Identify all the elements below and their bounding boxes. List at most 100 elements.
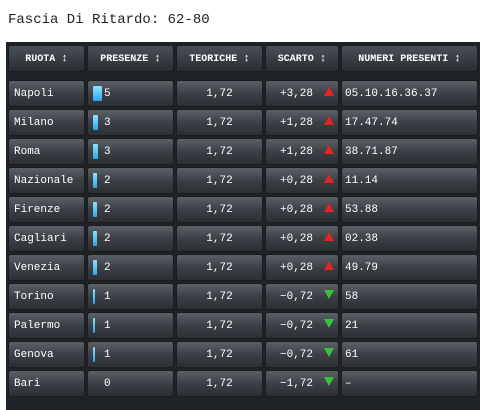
presenze-value: 5 <box>104 88 111 100</box>
header-scarto[interactable]: SCARTO ↕ <box>265 45 339 72</box>
scarto-value: +0,28 <box>280 175 314 187</box>
table-row: Palermo 1 1,72 −0,72 21 <box>6 312 480 340</box>
trend-up-icon <box>324 261 334 270</box>
cell-numeri: 17.47.74 <box>341 109 478 136</box>
cell-teoriche: 1,72 <box>176 254 263 281</box>
cell-numeri: 49.79 <box>341 254 478 281</box>
cell-ruota: Venezia <box>8 254 85 281</box>
trend-up-icon <box>324 174 334 183</box>
presenze-value: 2 <box>104 262 111 274</box>
presenze-value: 3 <box>104 117 111 129</box>
scarto-value: −0,72 <box>280 349 314 361</box>
cell-ruota: Nazionale <box>8 167 85 194</box>
presenze-bar <box>93 86 102 101</box>
trend-down-icon <box>324 319 334 328</box>
cell-presenze: 2 <box>87 167 174 194</box>
table-row: Cagliari 2 1,72 +0,28 02.38 <box>6 225 480 253</box>
cell-presenze: 2 <box>87 196 174 223</box>
cell-teoriche: 1,72 <box>176 312 263 339</box>
cell-presenze: 3 <box>87 109 174 136</box>
cell-scarto: +0,28 <box>265 225 339 252</box>
cell-teoriche: 1,72 <box>176 370 263 397</box>
cell-teoriche: 1,72 <box>176 138 263 165</box>
cell-teoriche: 1,72 <box>176 196 263 223</box>
trend-down-icon <box>324 290 334 299</box>
presenze-value: 2 <box>104 233 111 245</box>
cell-scarto: +0,28 <box>265 254 339 281</box>
table-row: Torino 1 1,72 −0,72 58 <box>6 283 480 311</box>
table-row: Bari 0 1,72 −1,72 – <box>6 370 480 398</box>
cell-scarto: −0,72 <box>265 341 339 368</box>
scarto-value: −0,72 <box>280 320 314 332</box>
presenze-bar <box>93 376 102 391</box>
cell-numeri: 58 <box>341 283 478 310</box>
scarto-value: −0,72 <box>280 291 314 303</box>
cell-scarto: +1,28 <box>265 138 339 165</box>
cell-ruota: Milano <box>8 109 85 136</box>
cell-presenze: 1 <box>87 341 174 368</box>
cell-presenze: 2 <box>87 225 174 252</box>
page-title: Fascia Di Ritardo: 62-80 <box>8 12 210 28</box>
cell-ruota: Cagliari <box>8 225 85 252</box>
cell-numeri: 05.10.16.36.37 <box>341 80 478 107</box>
presenze-bar <box>93 202 102 217</box>
cell-ruota: Bari <box>8 370 85 397</box>
cell-scarto: −0,72 <box>265 283 339 310</box>
header-scarto-label: SCARTO <box>277 54 314 65</box>
presenze-value: 3 <box>104 146 111 158</box>
table-row: Napoli 5 1,72 +3,28 05.10.16.36.37 <box>6 80 480 108</box>
presenze-value: 2 <box>104 175 111 187</box>
presenze-bar <box>93 115 102 130</box>
cell-presenze: 1 <box>87 283 174 310</box>
trend-up-icon <box>324 87 334 96</box>
trend-up-icon <box>324 232 334 241</box>
cell-scarto: −0,72 <box>265 312 339 339</box>
cell-numeri: 53.88 <box>341 196 478 223</box>
trend-down-icon <box>324 348 334 357</box>
presenze-bar <box>93 347 102 362</box>
scarto-value: −1,72 <box>280 378 314 390</box>
cell-teoriche: 1,72 <box>176 109 263 136</box>
sort-icon: ↕ <box>61 53 68 65</box>
cell-ruota: Torino <box>8 283 85 310</box>
cell-numeri: 61 <box>341 341 478 368</box>
table-row: Milano 3 1,72 +1,28 17.47.74 <box>6 109 480 137</box>
cell-numeri: 02.38 <box>341 225 478 252</box>
cell-scarto: +0,28 <box>265 167 339 194</box>
cell-numeri: 38.71.87 <box>341 138 478 165</box>
scarto-value: +3,28 <box>280 88 314 100</box>
presenze-bar <box>93 144 102 159</box>
trend-up-icon <box>324 145 334 154</box>
trend-up-icon <box>324 116 334 125</box>
table-row: Venezia 2 1,72 +0,28 49.79 <box>6 254 480 282</box>
presenze-value: 1 <box>104 320 111 332</box>
header-presenze-label: PRESENZE <box>100 54 149 65</box>
cell-presenze: 2 <box>87 254 174 281</box>
header-teoriche[interactable]: TEORICHE ↕ <box>176 45 263 72</box>
header-ruota[interactable]: RUOTA ↕ <box>8 45 85 72</box>
cell-presenze: 0 <box>87 370 174 397</box>
cell-teoriche: 1,72 <box>176 80 263 107</box>
trend-down-icon <box>324 377 334 386</box>
cell-scarto: +3,28 <box>265 80 339 107</box>
scarto-value: +0,28 <box>280 204 314 216</box>
cell-ruota: Palermo <box>8 312 85 339</box>
header-ruota-label: RUOTA <box>25 54 56 65</box>
presenze-bar <box>93 318 102 333</box>
header-presenze[interactable]: PRESENZE ↕ <box>87 45 174 72</box>
cell-numeri: – <box>341 370 478 397</box>
presenze-bar <box>93 260 102 275</box>
presenze-value: 0 <box>104 378 111 390</box>
table-header-row: RUOTA ↕ PRESENZE ↕ TEORICHE ↕ SCARTO ↕ NUMER… <box>6 45 480 73</box>
cell-presenze: 3 <box>87 138 174 165</box>
scarto-value: +0,28 <box>280 233 314 245</box>
cell-scarto: +1,28 <box>265 109 339 136</box>
scarto-value: +1,28 <box>280 146 314 158</box>
presenze-bar <box>93 231 102 246</box>
table-row: Roma 3 1,72 +1,28 38.71.87 <box>6 138 480 166</box>
cell-numeri: 21 <box>341 312 478 339</box>
cell-scarto: +0,28 <box>265 196 339 223</box>
cell-teoriche: 1,72 <box>176 225 263 252</box>
header-numeri[interactable]: NUMERI PRESENTI ↕ <box>341 45 478 72</box>
header-teoriche-label: TEORICHE <box>189 54 238 65</box>
